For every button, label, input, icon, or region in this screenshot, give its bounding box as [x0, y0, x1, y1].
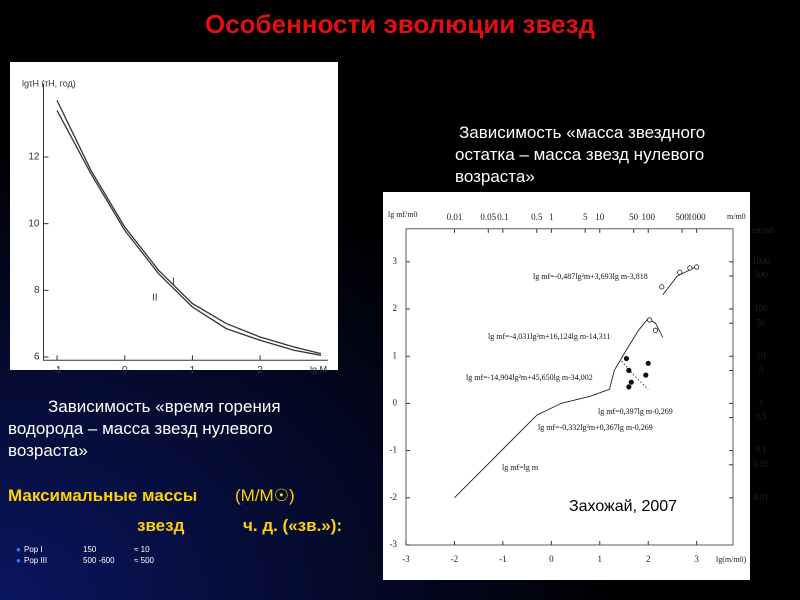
y-tick-label: 3: [393, 256, 398, 266]
x-axis-label: lg(m/m0): [716, 555, 747, 564]
plot-frame: [405, 228, 734, 546]
x-tick-label: 1: [598, 554, 603, 564]
x-axis-label: lg M: [310, 365, 327, 375]
max-mass-line2: звезд: [137, 516, 185, 535]
bullet: ●: [16, 556, 21, 565]
top-tick-label: 0.5: [531, 212, 543, 222]
x-tick-label: 2: [257, 365, 263, 376]
left-figure-bg: [10, 62, 338, 370]
filled-point: [626, 384, 632, 390]
x-tick-label: -3: [402, 554, 410, 564]
max-mass-unit: (M/M☉): [235, 486, 295, 505]
y-tick-label: 12: [28, 152, 40, 163]
curve: [56, 110, 322, 356]
x-tick-label: 2: [646, 554, 651, 564]
y-tick-label: -3: [390, 539, 398, 549]
table-cell: ≈ 10: [134, 545, 150, 554]
y-tick-label: 6: [34, 352, 40, 363]
max-mass-line2b: ч. д. («зв.»):: [243, 516, 343, 535]
filled-point: [626, 367, 632, 373]
right-tick-label: 1: [759, 397, 764, 407]
y-tick-label: 1: [393, 350, 398, 360]
right-tick-label: 100: [754, 303, 768, 313]
open-point: [677, 269, 683, 275]
formula: lg mf=-0,487lg²m+3,693lg m-3,818: [533, 272, 648, 281]
y-tick-label: 8: [34, 285, 40, 296]
formula: lg mf=0,397lg m-0,269: [598, 407, 673, 416]
open-point: [652, 327, 659, 333]
y-tick-label: -1: [390, 445, 398, 455]
right-tick-label: 0.5: [755, 412, 767, 422]
x-tick-label: 3: [694, 554, 699, 564]
max-mass-heading: Максимальные массы: [8, 486, 198, 505]
open-point: [687, 265, 693, 271]
table-cell: ≈ 500: [134, 556, 154, 565]
curve: [56, 100, 322, 355]
formula: lg mf=-14,904lg²m+45,650lg m-34,002: [466, 373, 593, 382]
legend-label: II: [152, 293, 158, 304]
x-tick-label: 1: [190, 365, 196, 376]
top-tick-label: 0.01: [447, 212, 463, 222]
x-tick-label: 0: [549, 554, 554, 564]
author: Захожай, 2007: [569, 498, 677, 515]
top-tick-label: 0.1: [497, 212, 508, 222]
top-tick-label: 50: [629, 212, 639, 222]
top-tick-label: 10: [595, 212, 605, 222]
x-tick-label: -1: [53, 365, 62, 376]
y-tick-label: 10: [28, 218, 40, 229]
right-tick-label: 1000: [752, 256, 771, 266]
formula: lg mf=-0,332lg²m+0,367lg m-0,269: [538, 423, 653, 432]
table-cell: Pop III: [24, 556, 48, 565]
right-tick-label: 5: [759, 364, 764, 374]
right-tick-label: 0.05: [753, 459, 769, 469]
right-tick-label: 0.1: [755, 445, 766, 455]
formula: lg mf=lg m: [502, 463, 539, 472]
filled-point: [645, 360, 651, 366]
open-point: [694, 264, 700, 270]
x-tick-label: 0: [122, 365, 128, 376]
y-axis-label: lg mf/m0: [388, 210, 418, 219]
right-tick-label: 0.01: [753, 492, 769, 502]
top-tick-label: 1000: [688, 212, 707, 222]
right-axis-label: mf/m0: [752, 226, 773, 235]
top-axis-label: m/m0: [727, 212, 746, 221]
filled-point: [623, 355, 630, 362]
y-tick-label: 2: [393, 303, 398, 313]
filled-point: [643, 372, 649, 378]
table-cell: 150: [83, 545, 97, 554]
dotted-curve: [621, 360, 649, 390]
y-axis-label: lgτH (τH, год): [22, 78, 76, 88]
top-tick-label: 500: [675, 212, 689, 222]
right-figure-bg: [383, 192, 750, 580]
slide-title: Особенности эволюции звезд: [205, 9, 596, 39]
axes: [43, 83, 328, 361]
filled-point: [628, 379, 634, 385]
right-tick-label: 10: [757, 350, 767, 360]
right-tick-label: 500: [754, 270, 768, 280]
y-tick-label: 0: [393, 397, 398, 407]
bullet: ●: [16, 545, 21, 554]
x-tick-label: -1: [499, 554, 507, 564]
top-tick-label: 100: [641, 212, 655, 222]
open-point: [659, 284, 665, 290]
top-tick-label: 0.05: [480, 212, 496, 222]
top-tick-label: 5: [583, 212, 588, 222]
x-tick-label: -2: [451, 554, 459, 564]
table-cell: 500 -600: [83, 556, 115, 565]
top-tick-label: 1: [549, 212, 554, 222]
right-tick-label: 50: [757, 317, 767, 327]
left-caption: Зависимость «время горения водорода – ма…: [8, 397, 281, 460]
y-tick-label: -2: [390, 492, 398, 502]
table-cell: Pop I: [24, 545, 43, 554]
open-point: [647, 317, 653, 323]
legend-label: I: [172, 277, 175, 288]
formula: lg mf=-4,031lg²m+16,124lg m-14,311: [488, 332, 610, 341]
right-caption: Зависимость «масса звездного остатка – м…: [455, 123, 706, 186]
